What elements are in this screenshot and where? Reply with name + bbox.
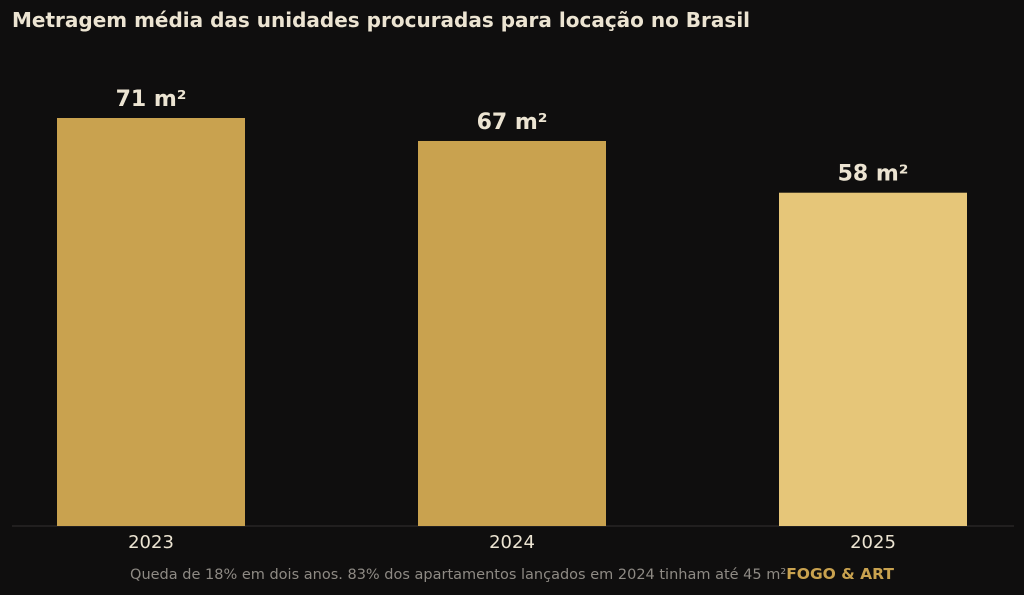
value-label-2024: 67 m²: [477, 110, 548, 135]
value-label-2023: 71 m²: [116, 87, 187, 112]
bar-2025: [779, 192, 967, 526]
footer: Queda de 18% em dois anos. 83% dos apart…: [0, 565, 1024, 583]
chart-title: Metragem média das unidades procuradas p…: [12, 8, 751, 32]
bar-chart: 71 m² 2023 67 m² 2024 58 m² 2025: [12, 87, 1014, 553]
value-label-2025: 58 m²: [838, 162, 909, 187]
x-tick-label-2025: 2025: [850, 532, 896, 553]
footer-note: Queda de 18% em dois anos. 83% dos apart…: [130, 567, 787, 583]
brand-name: FOGO & ART: [786, 565, 894, 583]
bar-2024: [418, 140, 606, 527]
bar-2023: [57, 118, 245, 526]
x-tick-label-2023: 2023: [128, 532, 174, 553]
x-tick-label-2024: 2024: [489, 532, 535, 553]
